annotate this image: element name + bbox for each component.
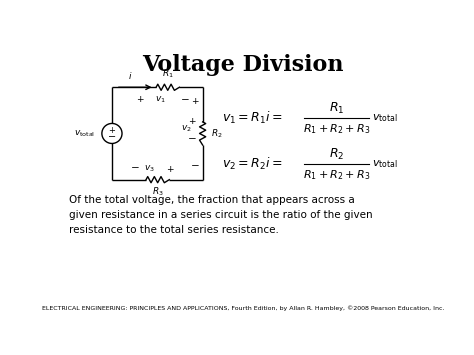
Text: +: + [136, 95, 144, 104]
Text: $v_{\rm total}$: $v_{\rm total}$ [74, 128, 96, 139]
Text: −: − [187, 134, 196, 144]
Text: $R_1 + R_2 + R_3$: $R_1 + R_2 + R_3$ [303, 168, 370, 182]
Text: Of the total voltage, the fraction that appears across a
given resistance in a s: Of the total voltage, the fraction that … [69, 195, 372, 235]
Text: +: + [109, 126, 115, 135]
Text: $i$: $i$ [128, 70, 132, 81]
Text: $R_1$: $R_1$ [329, 100, 345, 116]
Text: +: + [191, 97, 199, 105]
Text: −: − [181, 95, 189, 105]
Text: $R_1 + R_2 + R_3$: $R_1 + R_2 + R_3$ [303, 122, 370, 136]
Text: $R_2$: $R_2$ [211, 127, 223, 140]
Text: $v_2 = R_2 i =$: $v_2 = R_2 i =$ [222, 156, 283, 172]
Text: +: + [188, 118, 195, 126]
Text: $v_2$: $v_2$ [181, 124, 192, 134]
Text: $v_{\rm total}$: $v_{\rm total}$ [373, 112, 398, 124]
Text: −: − [108, 132, 116, 142]
Text: −: − [191, 161, 199, 171]
Text: $v_{\rm total}$: $v_{\rm total}$ [373, 158, 398, 170]
Text: ELECTRICAL ENGINEERING: PRINCIPLES AND APPLICATIONS, Fourth Edition, by Allan R.: ELECTRICAL ENGINEERING: PRINCIPLES AND A… [42, 306, 444, 311]
Text: $v_1$: $v_1$ [155, 94, 165, 105]
Text: $R_3$: $R_3$ [152, 186, 164, 198]
Text: +: + [166, 164, 174, 174]
Text: Voltage Division: Voltage Division [142, 54, 344, 76]
Text: $v_1 = R_1 i =$: $v_1 = R_1 i =$ [222, 110, 283, 126]
Text: −: − [131, 164, 139, 174]
Text: $R_2$: $R_2$ [329, 147, 344, 162]
Text: $R_1$: $R_1$ [162, 67, 173, 80]
Text: $v_3$: $v_3$ [144, 164, 155, 174]
